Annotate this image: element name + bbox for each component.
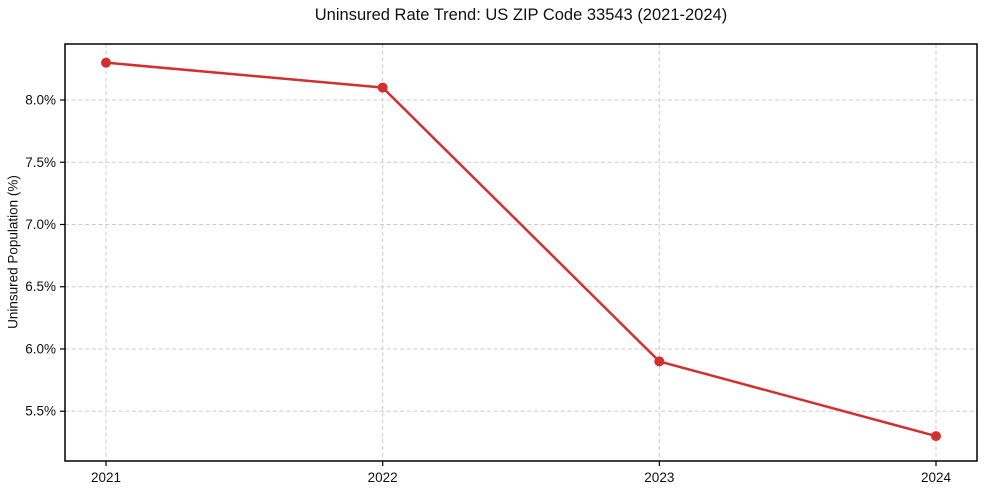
y-tick-label: 5.5% xyxy=(25,404,56,419)
axes-spines xyxy=(64,43,978,462)
y-tick-label: 7.5% xyxy=(25,155,56,170)
y-tick-label: 6.5% xyxy=(25,279,56,294)
y-tick-label: 6.0% xyxy=(25,341,56,356)
data-point-2024 xyxy=(931,431,941,442)
chart-title: Uninsured Rate Trend: US ZIP Code 33543 … xyxy=(314,6,728,24)
x-tick-label: 2022 xyxy=(368,470,398,485)
trend-line xyxy=(104,61,938,438)
data-point-2023 xyxy=(654,356,665,367)
x-tick-label: 2023 xyxy=(644,470,674,485)
y-tick-label: 7.0% xyxy=(25,217,56,232)
x-tick-label: 2021 xyxy=(91,470,121,485)
data-point-2022 xyxy=(377,82,388,93)
y-tick-label: 8.0% xyxy=(25,93,56,108)
x-tick-label: 2024 xyxy=(921,470,952,485)
data-point-2021 xyxy=(101,57,111,68)
